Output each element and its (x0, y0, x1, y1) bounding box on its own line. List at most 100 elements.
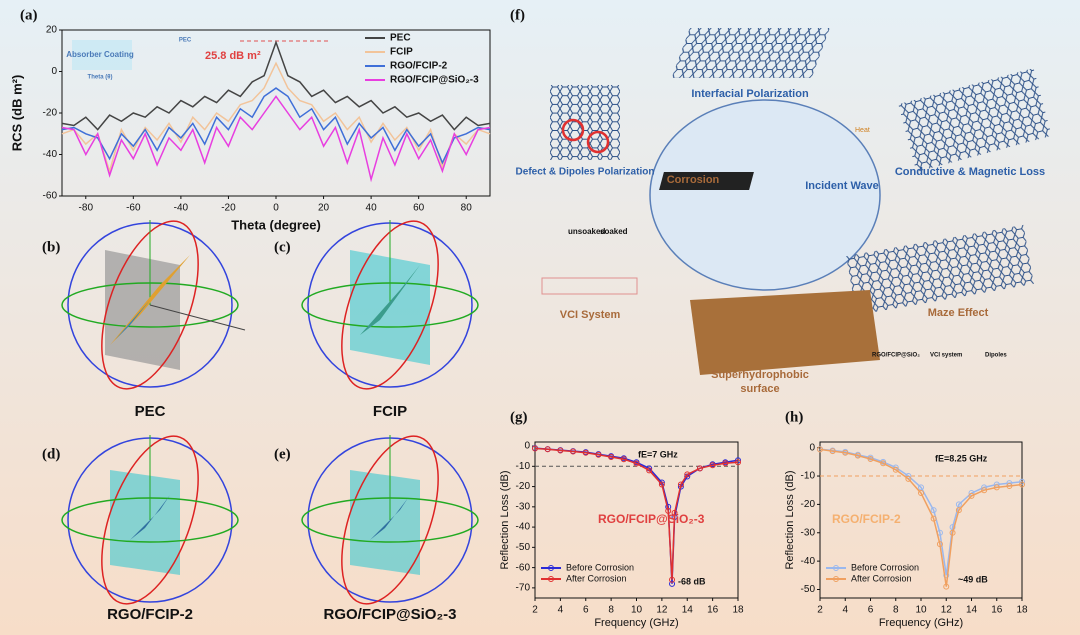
y-tick-label: -10 (516, 461, 531, 472)
x-tick-label: 14 (682, 605, 694, 616)
marker (930, 507, 937, 514)
y-axis-label: Reflection Loss (dB) (784, 470, 796, 569)
diagram-label: VCI System (560, 309, 621, 321)
y-tick-label: -50 (801, 584, 816, 595)
panel-label: (h) (785, 409, 803, 425)
y-tick-label: -10 (801, 471, 816, 482)
y-tick-label: 20 (46, 25, 58, 36)
x-tick-label: 18 (732, 605, 744, 616)
x-tick-label: 6 (868, 605, 874, 616)
marker (722, 460, 729, 467)
panel-label: (a) (20, 7, 38, 23)
x-tick-label: 14 (966, 605, 978, 616)
x-tick-label: 20 (318, 203, 330, 214)
y-axis-label: RCS (dB m²) (9, 75, 24, 152)
x-tick-label: 60 (413, 203, 425, 214)
marker (570, 448, 577, 455)
panel-label: (b) (42, 239, 60, 255)
x-tick-label: 8 (608, 605, 614, 616)
marker (1006, 482, 1013, 489)
caption: PEC (135, 403, 166, 420)
marker (918, 484, 924, 491)
annotation: RGO/FCIP-2 (832, 512, 901, 526)
marker (582, 449, 589, 456)
annotation: fE=8.25 GHz (935, 453, 988, 463)
marker (620, 456, 627, 463)
x-axis-label: Theta (degree) (231, 217, 321, 232)
legend-label: After Corrosion (851, 573, 912, 583)
series-line (61, 61, 491, 174)
diagram-label: surface (740, 383, 779, 395)
y-tick-label: -40 (801, 556, 816, 567)
legend-label: FCIP (390, 47, 413, 58)
marker (981, 487, 988, 494)
x-tick-label: 12 (656, 605, 668, 616)
caption: RGO/FCIP@SiO₂-3 (324, 606, 457, 623)
caption: FCIP (373, 403, 407, 420)
legend-label: After Corrosion (566, 573, 627, 583)
diagram-label: VCI system (930, 353, 962, 359)
x-tick-label: 10 (631, 605, 643, 616)
annotation: 25.8 dB m² (205, 50, 261, 62)
x-tick-label: 12 (941, 605, 953, 616)
panel-label: (d) (42, 446, 60, 462)
marker (665, 507, 672, 514)
caption: RGO/FCIP-2 (107, 606, 193, 623)
x-tick-label: 40 (366, 203, 378, 214)
diagram-label: soaked (600, 227, 628, 236)
x-tick-label: 16 (707, 605, 719, 616)
diagram-label: Interfacial Polarization (691, 88, 809, 100)
legend-label: PEC (390, 33, 411, 44)
marker (949, 529, 956, 536)
marker (880, 460, 887, 467)
panel-label: (e) (274, 446, 291, 462)
legend-marker (548, 565, 554, 571)
annotation: -68 dB (678, 576, 706, 586)
marker (669, 580, 676, 587)
marker (677, 481, 684, 488)
marker (993, 484, 1000, 491)
marker (544, 446, 551, 453)
pattern-3d (301, 435, 479, 605)
legend-marker (548, 576, 554, 582)
x-tick-label: 10 (915, 605, 927, 616)
diagram-label: Heat (855, 127, 870, 134)
inset-label: Theta (θ) (88, 75, 113, 81)
marker (892, 466, 899, 473)
y-axis-label: Reflection Loss (dB) (499, 470, 511, 569)
x-tick-label: 2 (532, 605, 538, 616)
marker (955, 507, 962, 514)
marker (918, 490, 924, 497)
series-line (61, 40, 491, 131)
pattern-3d (301, 220, 479, 390)
marker (854, 452, 861, 459)
x-tick-label: 18 (1016, 605, 1028, 616)
legend-label: RGO/FCIP@SiO₂-3 (390, 75, 479, 86)
diagram-label: Defect & Dipoles Polarization (516, 167, 655, 178)
marker (646, 467, 653, 474)
marker (943, 583, 950, 590)
marker (968, 492, 975, 499)
y-tick-label: -30 (516, 501, 531, 512)
y-tick-label: -40 (43, 149, 58, 160)
marker (1019, 481, 1025, 488)
x-tick-label: -80 (79, 203, 94, 214)
y-tick-label: -40 (516, 522, 531, 533)
marker (557, 447, 564, 454)
marker (709, 462, 716, 469)
x-tick-label: 0 (273, 203, 279, 214)
x-tick-label: 8 (893, 605, 899, 616)
annotation: RGO/FCIP@SiO₂-3 (598, 512, 705, 526)
diagram-label: Corrosion (667, 174, 720, 186)
panel-label: (c) (274, 239, 291, 255)
marker (671, 509, 678, 516)
y-tick-label: 0 (524, 441, 530, 452)
legend-marker (833, 576, 839, 582)
diagram-label: RGO/FCIP@SiO₂ (872, 353, 920, 359)
annotation: fE=7 GHz (638, 449, 678, 459)
x-tick-label: 80 (461, 203, 473, 214)
panel-label: (f) (510, 7, 525, 23)
y-tick-label: 0 (51, 66, 57, 77)
x-tick-label: 16 (991, 605, 1003, 616)
